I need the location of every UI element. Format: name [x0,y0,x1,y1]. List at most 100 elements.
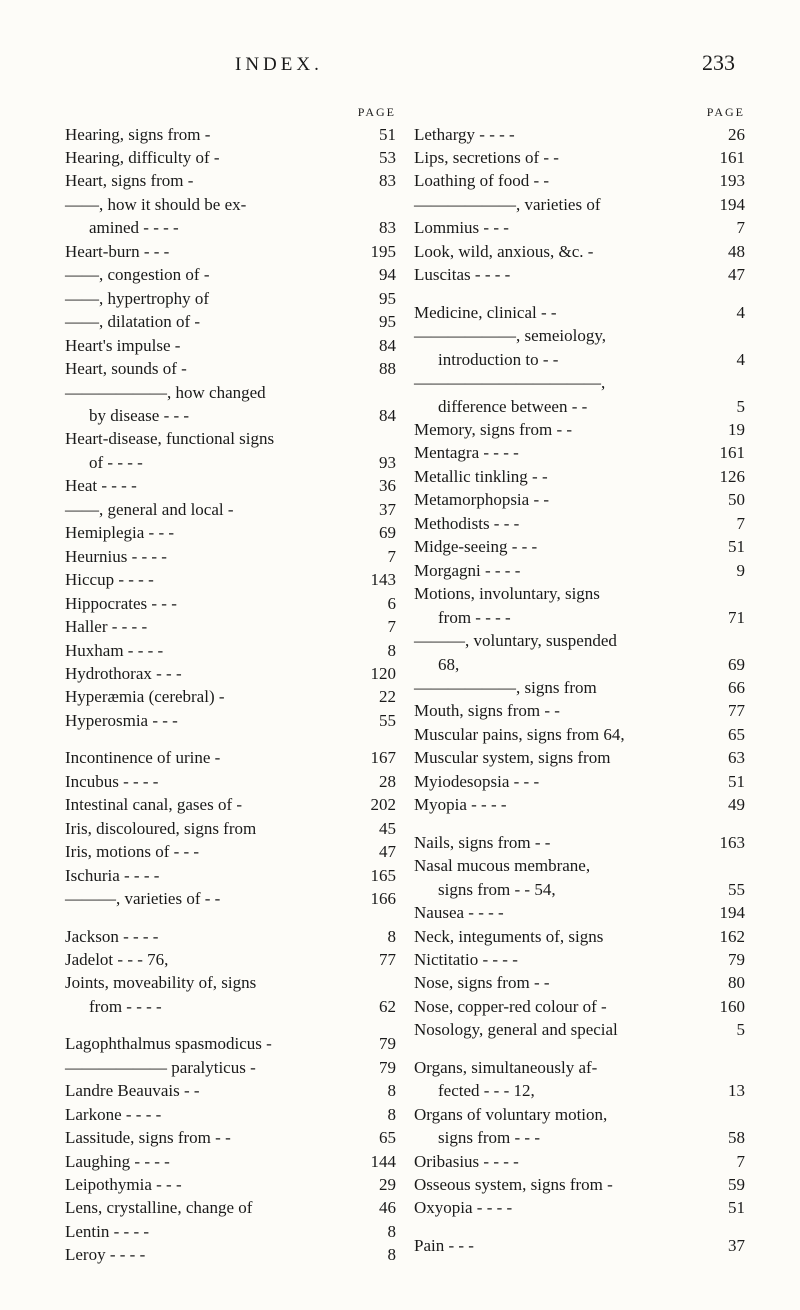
index-entry-label: Nose, signs from - - [414,971,550,994]
index-entry: Lens, crystalline, change of46 [65,1196,396,1219]
index-entry-page: 22 [356,685,396,708]
index-entry-label: Mouth, signs from - - [414,699,560,722]
index-entry-page: 7 [705,1150,745,1173]
index-entry: Leipothymia - - -29 [65,1173,396,1196]
index-entry: Lips, secretions of - -161 [414,146,745,169]
entry-gap [414,1220,745,1234]
index-entry-page: 66 [705,676,745,699]
index-entry-page: 36 [356,474,396,497]
index-entry-page: 51 [705,535,745,558]
index-entry-page: 93 [356,451,396,474]
index-entry: Hearing, difficulty of -53 [65,146,396,169]
index-entry-page: 13 [705,1079,745,1102]
index-entry-label: Muscular system, signs from [414,746,610,769]
index-entry: Lommius - - - 7 [414,216,745,239]
index-entry-label: Osseous system, signs from - [414,1173,613,1196]
index-entry-label: of - - - - [89,451,143,474]
index-entry-label: Nails, signs from - - [414,831,550,854]
index-entry-page: 5 [705,395,745,418]
index-entry: Huxham - - - -8 [65,639,396,662]
index-entry: Hearing, signs from -51 [65,123,396,146]
index-entry: ——, congestion of -94 [65,263,396,286]
index-entry-label: Hydrothorax - - - [65,662,182,685]
index-entry: Nausea - - - - 194 [414,901,745,924]
index-entry: Lagophthalmus spasmodicus - 79 [65,1032,396,1055]
index-entry-label: Nausea - - - - [414,901,504,924]
index-entry: ——————, signs from 66 [414,676,745,699]
index-entry-label: ——————, signs from [414,676,597,699]
index-entry-label: signs from - - 54, [438,878,556,901]
index-entry-label: Heart-disease, functional signs [65,427,274,450]
index-entry-label: Medicine, clinical - - [414,301,557,324]
index-entry-label: Heat - - - - [65,474,137,497]
index-entry: Hyperæmia (cerebral) -22 [65,685,396,708]
index-entry-page: 37 [705,1234,745,1257]
index-entry-page: 77 [705,699,745,722]
index-entry-page: 69 [705,653,745,676]
index-entry-page: 8 [356,1243,396,1266]
index-entry: Hiccup - - - -143 [65,568,396,591]
entry-gap [414,1042,745,1056]
index-entry-label: Pain - - - [414,1234,474,1257]
index-entry-label: ———————————, [414,371,605,394]
index-entry-label: Hyperosmia - - - [65,709,178,732]
index-entry-page: 120 [356,662,396,685]
index-entry-label: ——, congestion of - [65,263,209,286]
index-entry-page: 202 [356,793,396,816]
page-header: INDEX. 233 [65,50,745,76]
index-entry: Nosology, general and special5 [414,1018,745,1041]
index-entry: Myiodesopsia - - -51 [414,770,745,793]
index-entry-label: Lommius - - - [414,216,509,239]
index-entry: Hemiplegia - - -69 [65,521,396,544]
index-entry: Mouth, signs from - - 77 [414,699,745,722]
index-entry: Jadelot - - - 76,77 [65,948,396,971]
index-entry: of - - - - 93 [65,451,396,474]
index-entry-label: Heart, signs from - [65,169,193,192]
index-entry: Ischuria - - - -165 [65,864,396,887]
index-entry-page: 55 [705,878,745,901]
index-entry-label: Oxyopia - - - - [414,1196,512,1219]
index-entry: Heart-disease, functional signs [65,427,396,450]
index-entry-page: 194 [705,901,745,924]
index-entry: Heat - - - - 36 [65,474,396,497]
index-entry-label: Muscular pains, signs from 64, [414,723,625,746]
index-entry: ——————, varieties of194 [414,193,745,216]
index-entry-page: 88 [356,357,396,380]
index-entry-page: 8 [356,925,396,948]
index-entry-label: Heart-burn - - - [65,240,169,263]
index-entry: Methodists - - -7 [414,512,745,535]
index-entry: from - - - -71 [414,606,745,629]
index-entry: Oribasius - - - -7 [414,1150,745,1173]
index-entry-page: 8 [356,1079,396,1102]
index-entry: ——————, how changed [65,381,396,404]
index-entry-page: 162 [705,925,745,948]
index-entry-page: 4 [705,301,745,324]
entry-gap [65,732,396,746]
index-entry: Haller - - - -7 [65,615,396,638]
index-entry-label: ——, general and local - [65,498,234,521]
index-entry-page: 83 [356,216,396,239]
index-entry: Organs, simultaneously af- [414,1056,745,1079]
index-entry-page: 165 [356,864,396,887]
index-entry-label: Myopia - - - - [414,793,507,816]
index-entry-label: Jadelot - - - 76, [65,948,168,971]
index-entry-page: 6 [356,592,396,615]
index-entry-page: 7 [705,216,745,239]
index-entry-label: Heurnius - - - - [65,545,167,568]
index-entry-page: 55 [356,709,396,732]
index-entry-label: Huxham - - - - [65,639,163,662]
index-entry-label: Midge-seeing - - - [414,535,537,558]
index-column-left: PAGE Hearing, signs from -51Hearing, dif… [65,104,396,1267]
index-entry-label: Metamorphopsia - - [414,488,549,511]
index-entry: Lentin - - - -8 [65,1220,396,1243]
index-entry-page: 7 [356,545,396,568]
index-entry-page: 45 [356,817,396,840]
index-entry-label: Loathing of food - - [414,169,549,192]
index-entry: Larkone - - - -8 [65,1103,396,1126]
index-entry-label: Iris, discoloured, signs from [65,817,256,840]
index-entry-label: Lagophthalmus spasmodicus - [65,1032,272,1055]
index-entry: Hydrothorax - - - 120 [65,662,396,685]
index-entry-page: 79 [356,1032,396,1055]
index-entry-page: 19 [705,418,745,441]
entry-gap [414,817,745,831]
